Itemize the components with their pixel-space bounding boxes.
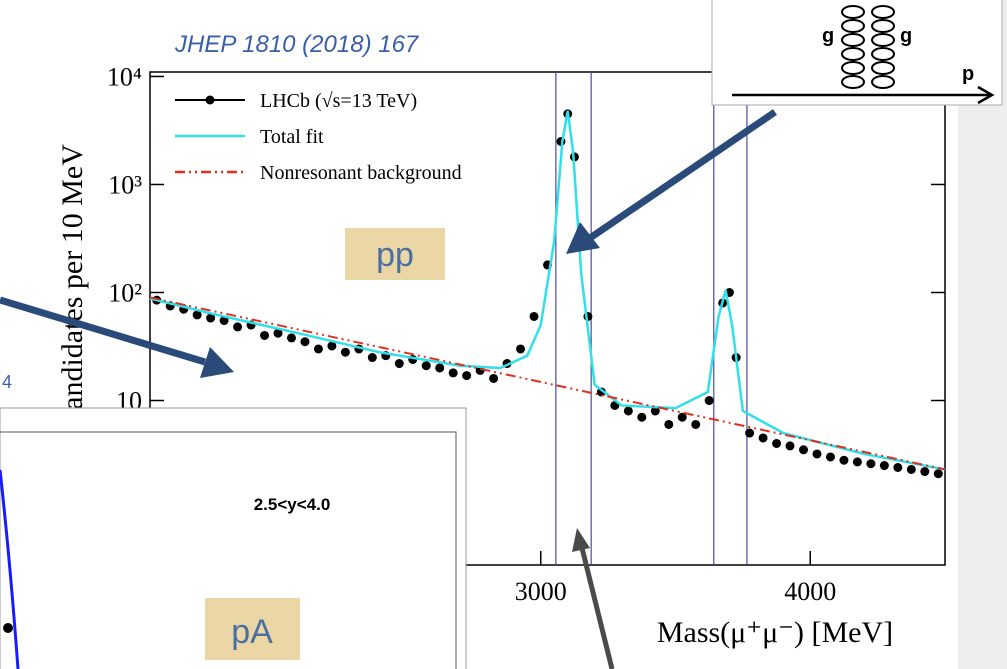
overlay: pp 2.5<y<4.0 pA g g p: [0, 0, 1007, 669]
proton-label: p: [962, 63, 974, 85]
arrow: [572, 528, 612, 669]
slide: JHEP 1810 (2018) 167 Mass(μ⁺μ⁻) [MeV] Ca…: [0, 0, 1007, 669]
pa-label: pA: [231, 613, 273, 651]
pp-label: pp: [376, 236, 414, 274]
inset-point: [3, 623, 13, 633]
inset-label: 2.5<y<4.0: [254, 495, 331, 514]
gluon-label: g: [822, 25, 834, 47]
gluon-label: g: [900, 25, 912, 47]
diagram-box: [712, 0, 1002, 105]
